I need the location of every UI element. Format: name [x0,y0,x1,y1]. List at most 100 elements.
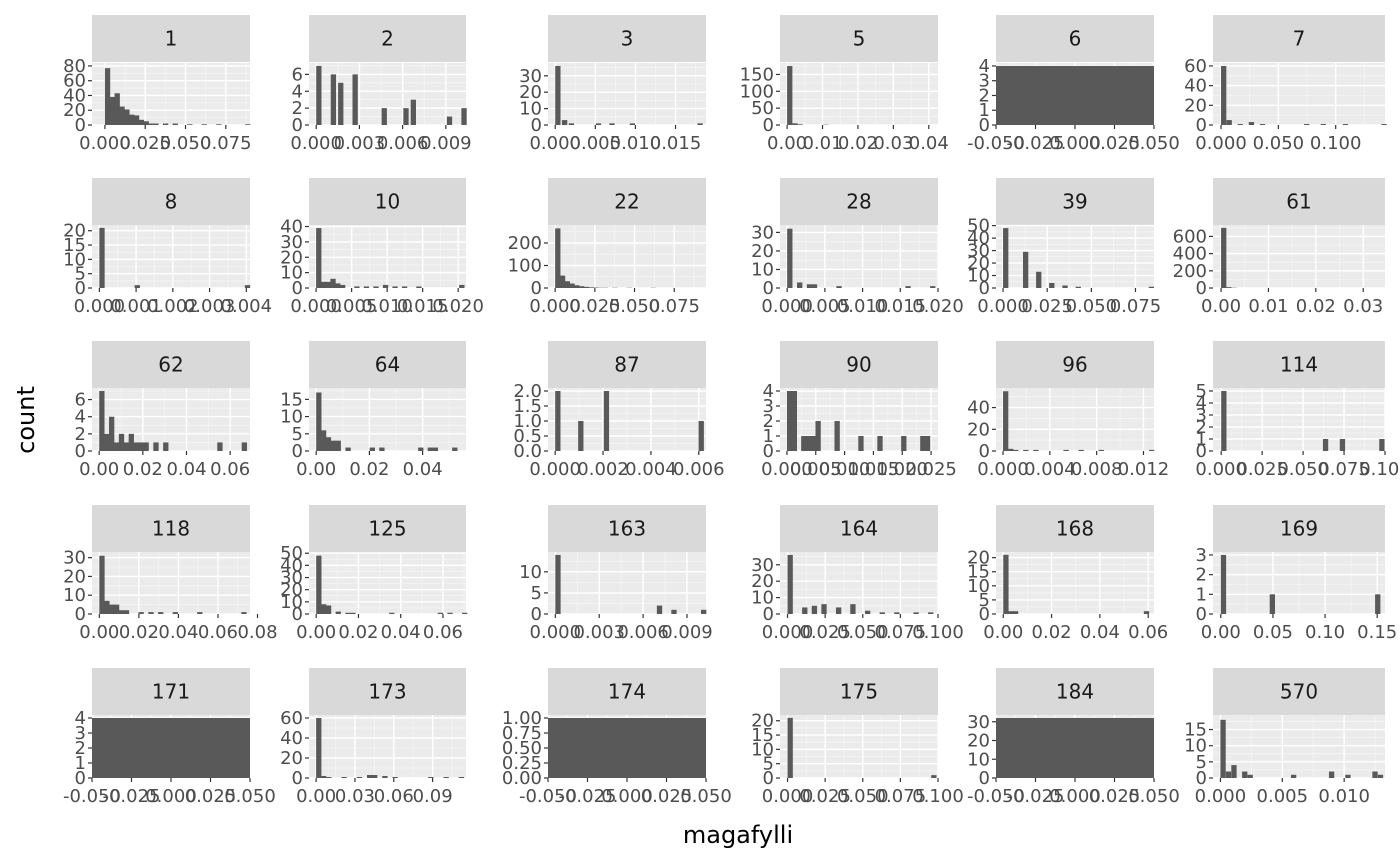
histogram-bar [1345,774,1351,778]
histogram-bar [366,775,373,778]
facet-strip [92,668,250,715]
histogram-bar [1049,283,1055,288]
facet-strip-label: 163 [608,517,646,541]
y-tick-label: 3 [1196,405,1207,426]
y-tick-label: 0.0 [513,441,542,462]
x-tick-label: 0.00 [79,459,119,480]
histogram-bar [1377,774,1384,778]
y-tick-label: 200 [1173,261,1207,282]
histogram-bar [924,436,931,451]
histogram-bar [1012,611,1019,614]
histogram-bar [163,442,169,451]
histogram-bar [104,600,110,614]
y-tick-label: 0 [763,441,774,462]
histogram-bar [1372,771,1378,778]
histogram-bar [321,604,327,614]
histogram-bar [569,283,575,288]
x-tick-label: 0.04 [158,622,198,643]
histogram-bar [1023,251,1029,288]
x-tick-label: -0.050 [967,786,1025,807]
x-tick-label: 0.075 [200,133,252,154]
x-tick-label: 0.005 [1257,786,1309,807]
histogram-bar [629,123,636,125]
y-tick-label: 10 [751,588,774,609]
panel-background [780,63,938,125]
y-tick-label: 30 [967,712,990,733]
x-tick-label: 0.06 [198,622,238,643]
y-tick-label: 15 [751,725,774,746]
y-tick-label: 60 [280,708,303,729]
x-tick-label: 0.000 [977,296,1029,317]
facet-strip [548,178,706,225]
histogram-bar [172,612,178,614]
x-tick-label: 0.003 [573,622,625,643]
y-tick-label: 5 [531,583,542,604]
y-tick-label: 0 [292,115,303,136]
y-tick-label: 40 [280,217,303,238]
y-tick-label: 6 [75,390,86,411]
y-tick-label: 0 [1196,115,1207,136]
y-tick-label: 10 [280,592,303,613]
y-tick-label: 0 [979,604,990,625]
x-tick-label: 0.025 [799,622,851,643]
facet-strip [1213,341,1385,388]
facet-strip-label: 62 [158,353,183,377]
facet-strip-label: 87 [614,353,639,377]
histogram-bar [1221,65,1227,125]
histogram-bar [913,612,919,614]
x-tick-label: 0.09 [413,786,453,807]
histogram-bar [548,718,706,778]
histogram-bar [124,109,130,125]
y-tick-label: 6 [292,64,303,85]
histogram-bar [1242,771,1248,778]
x-tick-label: 0.050 [1253,133,1305,154]
histogram-bar [879,612,885,614]
histogram-bar [416,286,422,288]
x-tick-label: 0.008 [1071,459,1123,480]
y-tick-label: 0 [531,278,542,299]
y-tick-label: 60 [1184,56,1207,77]
x-tick-label: 0.000 [529,133,581,154]
y-tick-label: 1 [1196,584,1207,605]
x-tick-label: 0.075 [648,296,700,317]
histogram-bar [701,609,707,614]
panel-background [309,552,466,614]
histogram-bar [1003,554,1009,614]
y-tick-label: 40 [967,398,990,419]
histogram-bar [104,68,111,125]
histogram-bar [109,96,116,125]
histogram-bar [1225,771,1232,778]
panel-background [1213,388,1385,451]
y-tick-label: 5 [75,264,86,285]
y-tick-label: 1 [979,100,990,121]
x-tick-label: 0.004 [221,296,273,317]
histogram-bar [119,106,125,125]
y-tick-label: 20 [280,580,303,601]
histogram-bar [320,430,327,451]
y-tick-label: 20 [751,571,774,592]
panel-background [996,552,1154,614]
histogram-bar [461,612,468,614]
histogram-bar [123,442,130,451]
x-tick-label: 0.025 [1089,786,1141,807]
facet-strip [996,668,1154,715]
facet-strip-label: 10 [375,190,400,214]
histogram-bar [446,116,453,125]
histogram-bar [1381,124,1387,125]
y-tick-label: 2 [75,738,86,759]
y-tick-label: 5 [979,590,990,611]
histogram-bar [1290,774,1297,778]
x-axis-title: magafylli [683,821,793,849]
y-tick-label: 10 [280,263,303,284]
histogram-bar [148,612,154,614]
y-tick-label: 10 [63,249,86,270]
histogram-bar [1320,124,1326,125]
y-tick-label: 0 [1196,441,1207,462]
histogram-bar [1226,120,1232,125]
facet-strip [548,15,706,62]
x-tick-label: 0.06 [374,786,414,807]
histogram-bar [792,123,798,125]
histogram-bar [805,436,812,451]
